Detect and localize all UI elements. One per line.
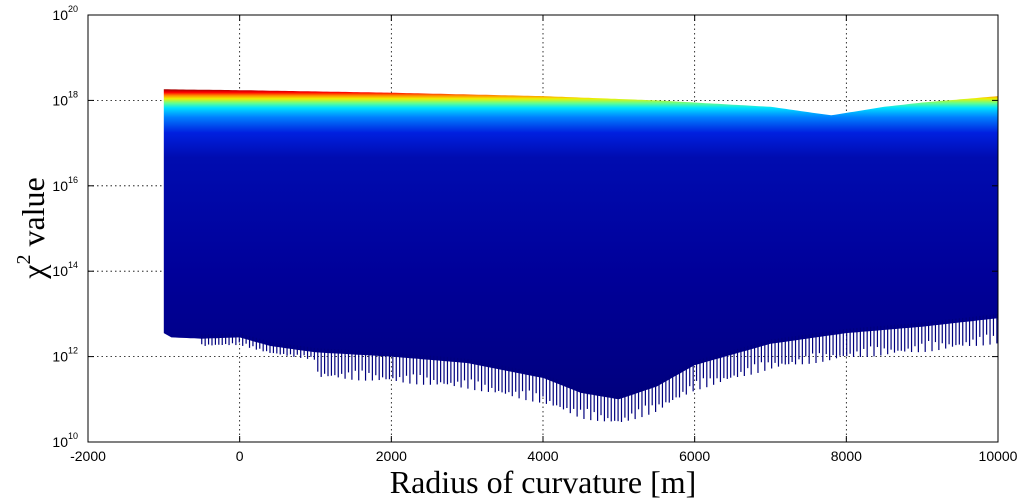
y-tick-label: 1020 (52, 4, 78, 23)
y-tick-label: 1010 (52, 431, 78, 450)
x-tick-label: 0 (236, 448, 244, 464)
x-tick-label: 2000 (376, 448, 407, 464)
y-tick-label: 1012 (52, 346, 78, 365)
x-tick-label: 10000 (979, 448, 1018, 464)
y-axis-label: χ2 value (13, 177, 51, 280)
lower-fringe-spikes (201, 314, 998, 422)
chi-square-surface (163, 89, 999, 400)
y-tick-label: 1014 (52, 260, 78, 279)
x-axis-label: Radius of curvature [m] (390, 464, 697, 500)
y-tick-label: 1018 (52, 89, 78, 108)
x-tick-label: -2000 (70, 448, 106, 464)
axis-ticks: -2000 0 2000 4000 6000 8000 10000 1010 1012 1014 1… (52, 4, 1017, 464)
plot-data (163, 89, 999, 422)
x-tick-label: 8000 (831, 448, 862, 464)
x-tick-label: 6000 (679, 448, 710, 464)
x-tick-label: 4000 (527, 448, 558, 464)
y-tick-label: 1016 (52, 175, 78, 194)
